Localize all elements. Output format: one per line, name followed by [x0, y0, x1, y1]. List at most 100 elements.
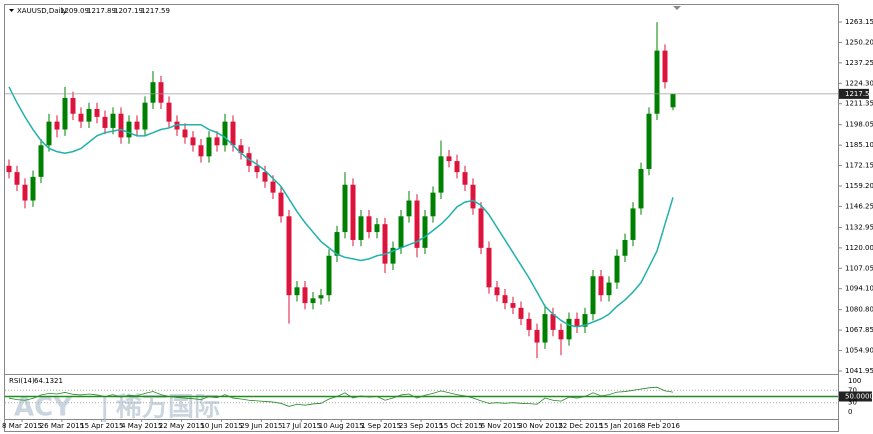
candle-body — [142, 102, 148, 130]
candle-body — [86, 109, 92, 122]
candle-body — [662, 50, 668, 83]
current-price-label: 1217.59 — [845, 90, 873, 98]
candle-body — [542, 314, 548, 343]
candle-body — [190, 137, 196, 146]
ohlc-close: 1217.59 — [141, 7, 170, 15]
x-tick-label: 8 Mar 2015 — [2, 422, 42, 430]
candle-body — [238, 145, 244, 154]
x-tick-label: 10 Jun 2015 — [200, 422, 242, 430]
frame — [4, 4, 839, 432]
candle-body — [62, 97, 68, 130]
candle-body — [430, 192, 436, 217]
candle-body — [470, 184, 476, 209]
candle-body — [414, 200, 420, 248]
candle-body — [558, 329, 564, 340]
candle-body — [590, 276, 596, 315]
y-tick-label: 1094.10 — [845, 285, 873, 293]
candle-body — [374, 224, 380, 233]
y-tick-label: 1198.05 — [845, 121, 873, 129]
candle-body — [574, 318, 580, 327]
candle-body — [534, 329, 540, 343]
x-tick-label: 6 Nov 2015 — [481, 422, 521, 430]
candle-body — [462, 172, 468, 185]
x-tick-label: 22 May 2015 — [159, 422, 205, 430]
y-tick-label: 30 — [848, 399, 857, 407]
candle-body — [334, 232, 340, 256]
y-tick-label: 1107.05 — [845, 264, 873, 272]
candle-body — [438, 156, 444, 193]
y-tick-label: 1054.90 — [845, 347, 873, 355]
candle-body — [614, 255, 620, 283]
y-tick-label: 0 — [848, 408, 852, 416]
candle-body — [78, 113, 84, 122]
candle-body — [30, 176, 36, 201]
candle-body — [126, 121, 132, 138]
candle-body — [166, 102, 172, 122]
x-tick-label: 8 Feb 2016 — [641, 422, 681, 430]
candle-body — [326, 255, 332, 296]
y-tick-label: 1250.20 — [845, 38, 873, 46]
x-tick-label: 23 Sep 2015 — [399, 422, 443, 430]
y-tick-label: 1237.25 — [845, 59, 873, 67]
candle-body — [638, 168, 644, 209]
candle-body — [230, 121, 236, 146]
candle-body — [22, 184, 28, 201]
ohlc-low: 1207.19 — [114, 7, 143, 15]
y-tick-label: 1080.80 — [845, 306, 873, 314]
y-tick-label: 50.0000 — [845, 393, 873, 401]
ohlc-high: 1217.89 — [87, 7, 116, 15]
candle-body — [198, 145, 204, 157]
watermark: ACY — [14, 393, 73, 423]
chart-title: XAUUSD,Daily — [17, 7, 67, 15]
candle-body — [422, 216, 428, 248]
candle-body — [598, 276, 604, 296]
candle-body — [494, 287, 500, 296]
x-tick-label: 17 Jul 2015 — [281, 422, 321, 430]
y-tick-label: 70 — [848, 386, 857, 394]
candle-body — [38, 145, 44, 177]
candle-body — [206, 137, 212, 157]
x-tick-label: 1 Sep 2015 — [361, 422, 401, 430]
watermark-separator: | — [100, 393, 110, 423]
candle-body — [214, 137, 220, 146]
candle-body — [382, 224, 388, 264]
candle-body — [6, 165, 12, 173]
candle-body — [46, 121, 52, 146]
y-tick-label: 1185.10 — [845, 141, 873, 149]
candle-body — [566, 318, 572, 340]
y-tick-label: 1224.30 — [845, 79, 873, 87]
candle-body — [518, 307, 524, 319]
candle-body — [478, 208, 484, 248]
candle-body — [318, 295, 324, 299]
candle-body — [342, 184, 348, 233]
candle-body — [406, 200, 412, 217]
candle-body — [606, 282, 612, 296]
candle-body — [302, 287, 308, 304]
x-tick-label: 29 Jun 2015 — [240, 422, 282, 430]
y-tick-label: 1263.15 — [845, 18, 873, 26]
candle-body — [14, 172, 20, 185]
y-tick-label: 1120.00 — [845, 244, 873, 252]
candle-body — [110, 113, 116, 128]
candle-body — [502, 295, 508, 304]
x-tick-label: 10 Aug 2015 — [319, 422, 364, 430]
watermark: 稀万国际 — [116, 393, 220, 423]
y-tick-label: 1132.95 — [845, 223, 873, 231]
candle-body — [270, 181, 276, 193]
current-price-box — [839, 88, 869, 99]
menu-marker — [9, 9, 14, 12]
x-tick-label: 22 Dec 2015 — [558, 422, 603, 430]
candle-body — [550, 314, 556, 330]
y-tick-label: 1067.85 — [845, 326, 873, 334]
candle-body — [150, 82, 156, 103]
y-tick-label: 1159.20 — [845, 182, 873, 190]
candle-body — [278, 192, 284, 217]
candle-body — [262, 172, 268, 182]
candle-body — [182, 129, 188, 138]
ohlc-open: 1209.09 — [60, 7, 89, 15]
candle-body — [630, 208, 636, 240]
y-tick-label: 1172.15 — [845, 162, 873, 170]
candle-body — [654, 50, 660, 114]
rsi-title: RSI(14) — [9, 377, 35, 385]
